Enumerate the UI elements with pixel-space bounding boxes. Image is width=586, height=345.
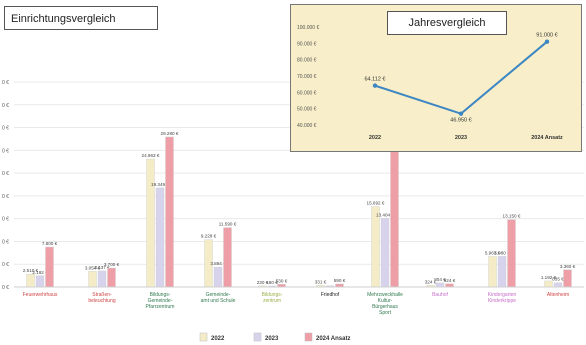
x-category-label: Gemeinde-amt und Schule: [201, 292, 236, 304]
bar: [371, 206, 380, 288]
inset-y-tick-label: 100.000 €: [297, 25, 319, 31]
inset-point-label: 91.000 €: [536, 33, 557, 39]
inset-x-tick-label: 2024 Ansatz: [531, 135, 563, 141]
y-tick-label: 0 €: [2, 80, 9, 86]
bar: [563, 269, 572, 288]
bar: [155, 187, 165, 288]
y-tick-label: 0 €: [2, 103, 9, 109]
bar: [488, 256, 497, 288]
bar: [553, 282, 563, 288]
data-label: 5.980 €: [494, 250, 510, 255]
data-label: 3.054 €: [85, 265, 101, 270]
inset-point-label: 46.950 €: [450, 118, 471, 124]
y-tick-label: 0 €: [2, 285, 9, 291]
y-tick-label: 0 €: [2, 217, 9, 223]
data-label: 29.280 €: [161, 131, 179, 136]
inset-data-point: [372, 83, 378, 88]
data-label: 15.692 €: [367, 201, 385, 206]
data-label: 1.192 €: [541, 275, 557, 280]
y-tick-label: 0 €: [2, 194, 9, 200]
data-label: 19.349 €: [151, 182, 169, 187]
x-category-label: Straßen-beleuchtung: [88, 292, 115, 304]
bar: [107, 267, 116, 288]
legend-label: 2023: [265, 336, 279, 342]
inset-y-tick-label: 50.000 €: [297, 107, 317, 113]
x-category-label: Mehrzweckhalle Kultur-Bürgerhaus Sport: [367, 292, 403, 316]
data-label: 3.700 €: [104, 262, 120, 267]
inset-y-tick-label: 60.000 €: [297, 90, 317, 96]
inset-line-chart: 40.000 € 50.000 € 60.000 € 70.000 € 80.000 €…: [297, 25, 563, 141]
data-label: 3.360 €: [560, 264, 576, 269]
legend-label: 2024 Ansatz: [316, 336, 350, 342]
data-label: 13.150 €: [503, 214, 521, 219]
inset-point-label: 64.112 €: [364, 77, 385, 83]
bar: [146, 158, 155, 288]
data-label: 324 €: [425, 279, 437, 284]
data-label: 590 €: [334, 278, 346, 283]
inset-x-tick-label: 2023: [455, 135, 467, 141]
data-label: 3.137 €: [94, 265, 110, 270]
y-tick-label: 0 €: [2, 171, 9, 177]
y-tick-label: 0 €: [2, 262, 9, 268]
bar: [88, 271, 97, 288]
inset-series-line: [374, 40, 548, 115]
data-label: 2.510 €: [23, 268, 39, 273]
x-category-label: Kindergarten Kinderkrippe: [488, 292, 517, 304]
inset-y-tick-label: 90.000 €: [297, 41, 317, 47]
data-label: 9.228 €: [201, 234, 217, 239]
bar: [380, 218, 390, 288]
x-category-label: Friedhof: [321, 292, 340, 298]
inset-y-tick-label: 70.000 €: [297, 74, 317, 80]
bar: [45, 246, 54, 288]
data-label: 530 €: [276, 278, 288, 283]
y-tick-label: 0 €: [2, 239, 9, 245]
inset-data-point: [458, 111, 464, 116]
data-label: 624 €: [444, 278, 456, 283]
data-label: 24.963 €: [142, 153, 160, 158]
legend-swatch: [253, 332, 262, 342]
data-label: 7.800 €: [42, 241, 58, 246]
x-category-label: Bildungs-zentrum: [262, 292, 283, 304]
data-label: 5.963 €: [485, 250, 501, 255]
main-chart-title: Einrichtungsvergleich: [4, 6, 158, 30]
inset-x-tick-label: 2022: [369, 135, 381, 141]
bar: [435, 282, 445, 288]
data-label: 331 €: [315, 279, 327, 284]
inset-line-chart-panel: 40.000 € 50.000 € 60.000 € 70.000 € 80.000 €…: [290, 4, 582, 152]
data-label: 180 €: [266, 280, 278, 285]
legend-swatch: [304, 332, 313, 342]
bar: [35, 275, 45, 288]
data-label: 3.894 €: [210, 261, 226, 266]
data-label: 2.192 €: [32, 270, 48, 275]
bar: [165, 136, 174, 288]
x-category-label: Feuerwehrhaus: [23, 292, 58, 298]
data-label: 13.404 €: [376, 212, 394, 217]
inset-y-tick-label: 40.000 €: [297, 123, 317, 129]
x-category-label: Altenheim: [547, 292, 569, 298]
bar: [97, 270, 107, 288]
bar: [213, 266, 223, 288]
data-label: 804 €: [434, 277, 446, 282]
data-label: 230 €: [257, 280, 269, 285]
bar: [544, 280, 553, 288]
inset-chart-title: Jahresvergleich: [387, 11, 507, 35]
x-category-label: Bauhof: [432, 292, 448, 298]
bar: [223, 227, 232, 288]
legend-swatch: [199, 332, 208, 342]
data-label: 11.590 €: [219, 222, 237, 227]
bar: [497, 256, 507, 288]
x-category-label: Bildungs-Gemeinde-Pfarrzentrum: [146, 292, 175, 310]
legend-label: 2022: [211, 336, 225, 342]
inset-data-point: [544, 39, 550, 44]
inset-y-tick-label: 80.000 €: [297, 58, 317, 64]
y-tick-label: 0 €: [2, 148, 9, 154]
data-label: 835 €: [552, 277, 564, 282]
bar: [507, 219, 516, 288]
y-tick-label: 0 €: [2, 126, 9, 132]
bar: [26, 273, 35, 288]
